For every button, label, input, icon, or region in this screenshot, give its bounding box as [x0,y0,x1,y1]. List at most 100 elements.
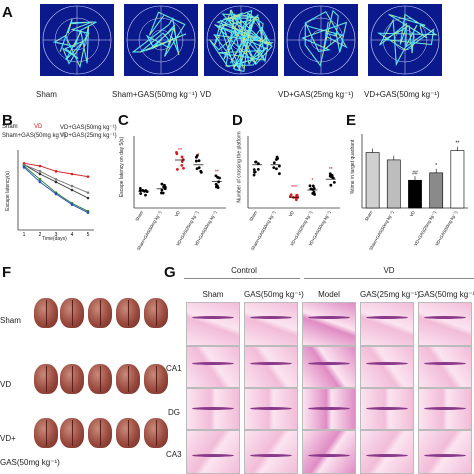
g-row-dg: DG [168,408,180,417]
mwm-group-label: Sham+GAS(50mg kg⁻¹) [112,90,198,99]
chart-c-point [175,168,179,171]
chart-c-significance: * [197,153,199,159]
chart-b-point [38,164,42,168]
legend-b-shamgas: Sham+GAS(50mg kg⁻¹) [2,133,67,139]
cell-layer-band [366,453,408,457]
chart-b-point [86,191,90,194]
chart-d-point [330,175,334,179]
chart-c-significance: ** [178,148,182,154]
chart-d-significance: * [311,178,313,184]
cell-layer-band [308,453,350,457]
chart-d-point [275,167,278,171]
g-row-ca3: CA3 [166,450,182,459]
brain-specimen [144,418,168,448]
cell-layer-band [366,315,408,319]
chart-b-point [38,170,42,173]
cell-layer-band [250,407,292,411]
f-row-vdgas: VD+ [0,434,16,443]
chart-b-point [70,188,74,192]
f-bottom-label: GAS(50mg kg⁻¹) [0,458,60,467]
chart-e-category-label: VD+GAS(25mg kg⁻¹) [413,209,437,246]
chart-d-point [253,170,256,174]
chart-d-category-label: VD [288,210,295,218]
cell-layer-band [250,315,292,319]
chart-c-point [214,174,218,178]
cell-layer-band [424,407,466,411]
cell-layer-band [366,407,408,411]
histology-image [302,430,356,474]
mwm-group-label: VD+GAS(50mg kg⁻¹) [364,90,440,99]
brain-specimen [34,364,58,394]
cell-layer-band [192,453,234,457]
cell-layer-band [308,407,350,411]
cell-layer-band [308,315,350,319]
chart-c-point [197,166,201,170]
chart-b-point [86,196,90,200]
chart-c-point [180,163,184,167]
cell-layer-band [424,453,466,457]
chart-c-ylabel: Escape latency on day 5(s) [119,136,126,198]
chart-d-point [275,155,279,159]
histology-image [302,388,356,430]
histology-image [418,388,472,430]
brain-specimen [88,298,112,328]
chart-e-bar [450,150,465,209]
histology-image [244,346,298,388]
chart-c-category-label: Sham [134,210,144,222]
chart-d-point [272,166,276,170]
mwm-group-label: VD [200,90,212,99]
panel-label-e: E [346,112,357,129]
mwm-group-label: Sham [36,90,57,99]
chart-d-point [252,173,256,177]
g-column-header: Model [318,290,340,299]
chart-e-bar [408,179,422,209]
legend-b-gas50: VD+GAS(50mg kg⁻¹) [60,125,117,131]
brain-specimen [34,418,58,448]
g-vd-divider [304,278,474,279]
chart-b-point [38,172,42,176]
chart-d-point [254,160,258,164]
chart-b-x-tick: 5 [87,232,90,238]
chart-d-point [294,198,298,202]
cell-layer-band [192,407,234,411]
histology-image [360,346,414,388]
chart-c-point [195,167,199,171]
chart-d-point [256,162,260,166]
chart-c-point [138,187,142,190]
chart-c-point [144,193,147,197]
panel-label-g: G [164,264,176,281]
histology-image [244,302,298,346]
legend-b-vd: VD [34,124,43,130]
chart-b-x-tick: 3 [55,232,58,238]
mwm-tile [204,4,278,76]
chart-c-point [180,160,184,163]
histology-image [418,346,472,388]
brain-specimen [116,418,140,448]
mwm-tile [284,4,358,76]
chart-e-category-label: VD+GAS(50mg kg⁻¹) [434,209,458,246]
chart-c-point [182,166,185,170]
chart-d-ylabel: Number of crossing the platform [236,131,243,203]
chart-d-point [252,168,256,172]
brain-specimen [88,364,112,394]
chart-b-point [38,178,42,181]
g-column-header: GAS(25mg kg⁻¹) [360,290,420,299]
chart-b-x-tick: 1 [23,232,26,238]
chart-c-point [194,155,198,159]
chart-d-point [256,167,260,171]
cell-layer-band [366,362,408,366]
mwm-tile [124,4,198,76]
g-control-divider [184,278,300,279]
chart-c-point [199,169,203,173]
g-row-ca1: CA1 [166,364,182,373]
chart-d-point [311,188,315,191]
histology-image [186,302,240,346]
chart-b-point [86,211,90,214]
chart-e-ylabel: %time in target quadrant [350,139,357,195]
chart-d-significance: ** [329,167,333,173]
chart-d-category-label: Sham [248,210,258,222]
histology-image [360,302,414,346]
chart-c-point [214,185,218,189]
histology-image [186,430,240,474]
